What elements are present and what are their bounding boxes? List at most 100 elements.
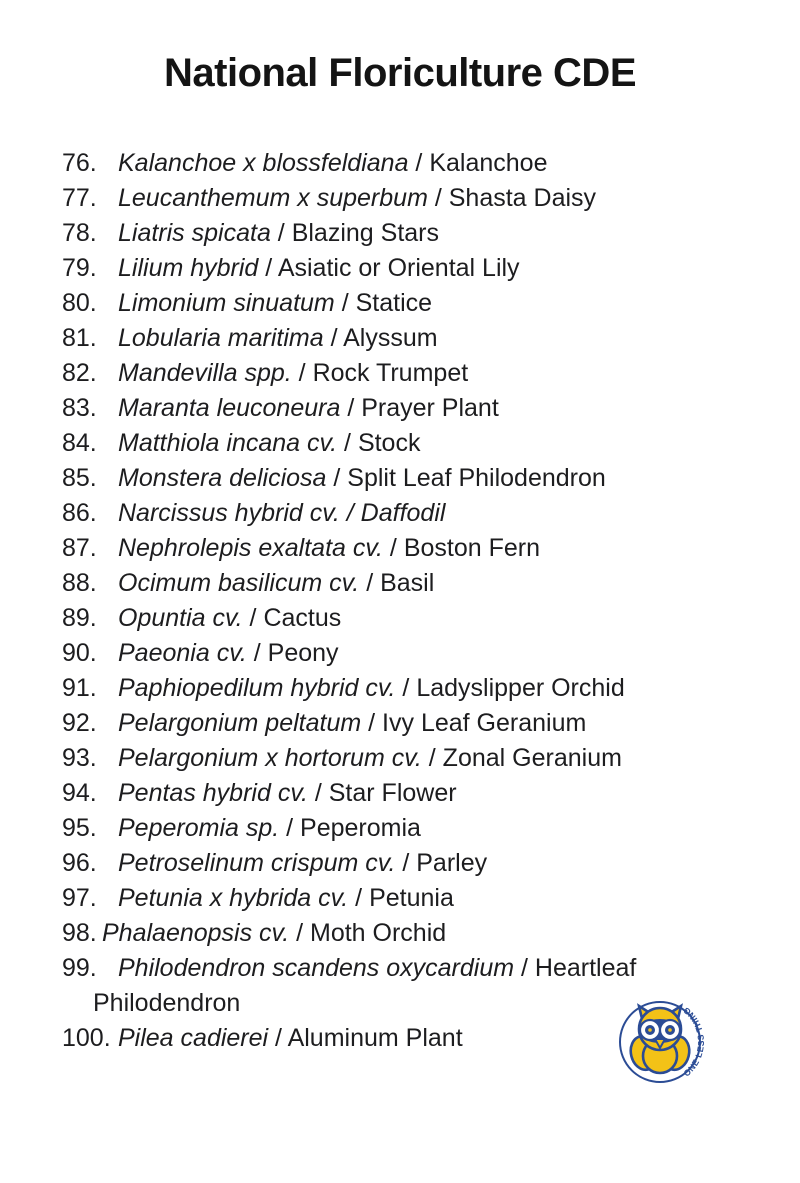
item-number: 77.	[62, 184, 97, 212]
latin-name: Monstera deliciosa	[118, 464, 327, 492]
separator: /	[340, 394, 362, 422]
separator: /	[421, 744, 443, 772]
separator: /	[427, 184, 449, 212]
latin-name: Pentas hybrid cv.	[118, 779, 308, 807]
item-number: 88.	[62, 569, 97, 597]
separator: /	[359, 569, 381, 597]
separator: /	[323, 324, 344, 352]
common-name: Boston Fern	[403, 534, 540, 562]
separator: /	[291, 359, 313, 387]
item-number: 86.	[62, 499, 97, 527]
item-number: 94.	[62, 779, 97, 807]
item-number: 76.	[62, 149, 97, 177]
common-name: Blazing Stars	[291, 219, 439, 247]
common-name: Daffodil	[360, 499, 446, 527]
common-name: Aluminum Plant	[287, 1024, 463, 1052]
list-item: 89. Opuntia cv. / Cactus	[62, 601, 707, 636]
list-item: 83. Maranta leuconeura / Prayer Plant	[62, 391, 707, 426]
list-item: 82. Mandevilla spp. / Rock Trumpet	[62, 356, 707, 391]
item-number: 96.	[62, 849, 97, 877]
item-number: 98.	[62, 919, 97, 947]
list-item: 78. Liatris spicata / Blazing Stars	[62, 216, 707, 251]
latin-name: Lobularia maritima	[118, 324, 324, 352]
latin-name: Peperomia sp.	[118, 814, 280, 842]
separator: /	[337, 429, 358, 457]
common-name: Basil	[380, 569, 435, 597]
item-number: 100.	[62, 1024, 111, 1052]
item-number: 89.	[62, 604, 97, 632]
item-number: 79.	[62, 254, 97, 282]
item-number: 82.	[62, 359, 97, 387]
list-item: 91. Paphiopedilum hybrid cv. / Ladyslippe…	[62, 671, 707, 706]
item-number: 93.	[62, 744, 97, 772]
common-name: Heartleaf Philodendron	[93, 954, 637, 1017]
list-item: 81. Lobularia maritima / Alyssum	[62, 321, 707, 356]
latin-name: Opuntia cv.	[118, 604, 243, 632]
list-item: 84. Matthiola incana cv. / Stock	[62, 426, 707, 461]
latin-name: Petunia x hybrida cv.	[118, 884, 349, 912]
list-item: 79. Lilium hybrid / Asiatic or Oriental L…	[62, 251, 707, 286]
separator: /	[289, 919, 310, 947]
item-number: 83.	[62, 394, 97, 422]
separator: /	[326, 464, 348, 492]
list-item: 100. Pilea cadierei / Aluminum Plant	[62, 1021, 707, 1056]
item-number: 90.	[62, 639, 97, 667]
item-number: 85.	[62, 464, 97, 492]
list-item: 90. Paeonia cv. / Peony	[62, 636, 707, 671]
item-number: 80.	[62, 289, 97, 317]
item-number: 97.	[62, 884, 97, 912]
list-item: 80. Limonium sinuatum / Statice	[62, 286, 707, 321]
latin-name: Narcissus hybrid cv.	[118, 499, 340, 527]
latin-name: Paphiopedilum hybrid cv.	[118, 674, 396, 702]
latin-name: Ocimum basilicum cv.	[118, 569, 360, 597]
separator: /	[246, 639, 268, 667]
list-item: 99. Philodendron scandens oxycardium / He…	[62, 951, 707, 1021]
list-item: 86. Narcissus hybrid cv. / Daffodil	[62, 496, 707, 531]
common-name: Cactus	[263, 604, 342, 632]
latin-name: Limonium sinuatum	[118, 289, 335, 317]
common-name: Ladyslipper Orchid	[416, 674, 625, 702]
separator: /	[268, 1024, 288, 1052]
common-name: Rock Trumpet	[312, 359, 469, 387]
item-number: 99.	[62, 954, 97, 982]
item-number: 78.	[62, 219, 97, 247]
item-number: 92.	[62, 709, 97, 737]
list-item: 95. Peperomia sp. / Peperomia	[62, 811, 707, 846]
separator: /	[395, 849, 417, 877]
separator: /	[270, 219, 292, 247]
list-item: 97. Petunia x hybrida cv. / Petunia	[62, 881, 707, 916]
list-item: 93. Pelargonium x hortorum cv. / Zonal Ge…	[62, 741, 707, 776]
latin-name: Pelargonium peltatum	[118, 709, 362, 737]
item-number: 95.	[62, 814, 97, 842]
list-item: 87. Nephrolepis exaltata cv. / Boston Fer…	[62, 531, 707, 566]
latin-name: Phalaenopsis cv.	[102, 919, 290, 947]
common-name: Prayer Plant	[361, 394, 499, 422]
common-name: Petunia	[369, 884, 454, 912]
separator: /	[334, 289, 356, 317]
common-name: Peony	[267, 639, 339, 667]
common-name: Moth Orchid	[310, 919, 447, 947]
list-item: 94. Pentas hybrid cv. / Star Flower	[62, 776, 707, 811]
plant-list: 76. Kalanchoe x blossfeldiana / Kalanchoe…	[62, 146, 707, 1056]
common-name: Star Flower	[328, 779, 457, 807]
common-name: Peperomia	[300, 814, 421, 842]
item-number: 84.	[62, 429, 97, 457]
separator: /	[242, 604, 264, 632]
common-name: Parley	[416, 849, 488, 877]
common-name: Shasta Daisy	[448, 184, 597, 212]
list-item: 77. Leucanthemum x superbum / Shasta Dais…	[62, 181, 707, 216]
separator: /	[395, 674, 417, 702]
separator: /	[307, 779, 329, 807]
separator: /	[258, 254, 278, 282]
list-item: 98. Phalaenopsis cv. / Moth Orchid	[62, 916, 707, 951]
owl-beak	[653, 1038, 667, 1051]
list-item: 88. Ocimum basilicum cv. / Basil	[62, 566, 707, 601]
owl-eyes	[638, 1018, 682, 1042]
page-title: National Floriculture CDE	[164, 51, 637, 95]
latin-name: Mandevilla spp.	[118, 359, 292, 387]
latin-name: Maranta leuconeura	[118, 394, 341, 422]
separator: /	[408, 149, 430, 177]
separator: /	[361, 709, 383, 737]
latin-name: Paeonia cv.	[118, 639, 247, 667]
common-name: Statice	[355, 289, 433, 317]
